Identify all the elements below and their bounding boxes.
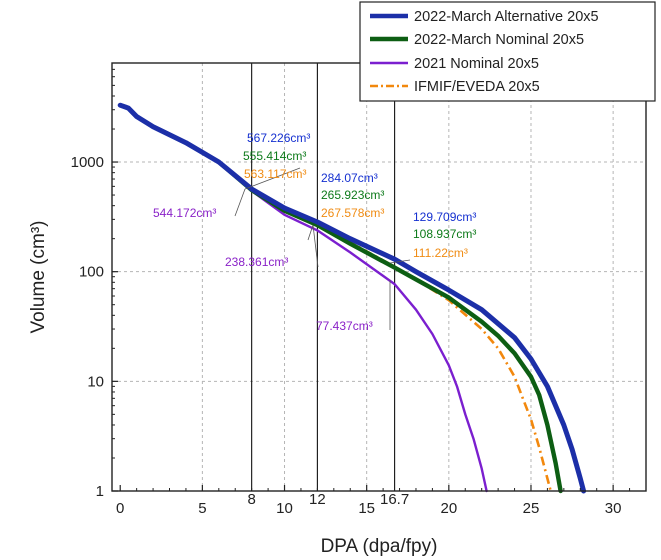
value-annotation: 111.22cm³ xyxy=(413,246,468,260)
x-tick-label: 25 xyxy=(523,500,540,517)
legend: 2022-March Alternative 20x5 2022-March No… xyxy=(359,1,656,102)
annotation-leader xyxy=(389,259,411,264)
value-annotation: 544.172cm³ xyxy=(153,206,216,220)
value-annotation: 129.709cm³ xyxy=(413,210,476,224)
x-marker-label: 16.7 xyxy=(380,491,409,508)
x-marker-label: 12 xyxy=(309,491,326,508)
y-tick-label: 1 xyxy=(96,483,104,500)
series-line xyxy=(117,102,587,494)
annotation-leader xyxy=(244,167,301,190)
x-tick-label: 30 xyxy=(605,500,622,517)
legend-box xyxy=(359,1,656,102)
annotation-leaders xyxy=(234,167,411,330)
value-annotation: 265.923cm³ xyxy=(321,188,384,202)
value-annotation: 555.414cm³ xyxy=(243,149,306,163)
annotation-leader xyxy=(234,188,246,217)
x-tick-label: 20 xyxy=(440,500,457,517)
series-line xyxy=(119,104,488,493)
y-tick-label: 10 xyxy=(87,373,104,390)
y-axis-title: Volume (cm³) xyxy=(28,221,49,334)
x-marker-label: 8 xyxy=(247,491,255,508)
annotation-leader xyxy=(312,224,319,268)
grid xyxy=(112,63,646,491)
series-line xyxy=(118,103,563,494)
legend-label: 2022-March Nominal 20x5 xyxy=(414,32,584,48)
value-annotation: 267.578cm³ xyxy=(321,206,384,220)
annotation-leader xyxy=(307,224,314,241)
legend-label: 2021 Nominal 20x5 xyxy=(414,56,539,72)
value-annotation: 108.937cm³ xyxy=(413,227,476,241)
value-annotation: 567.226cm³ xyxy=(247,131,310,145)
axis-ticks: 0 5 10 15 20 25 30 8 12 16.7 1 10 100 1000 xyxy=(71,62,631,517)
x-tick-label: 5 xyxy=(198,500,206,517)
legend-label: IFMIF/EVEDA 20x5 xyxy=(414,79,540,95)
value-annotation: 77.437cm³ xyxy=(316,319,373,333)
series-line xyxy=(119,103,552,492)
reference-lines xyxy=(251,63,396,491)
y-tick-label: 100 xyxy=(79,264,104,281)
legend-label: 2022-March Alternative 20x5 xyxy=(414,9,599,25)
x-axis-title: DPA (dpa/fpy) xyxy=(321,536,438,557)
value-annotation: 284.07cm³ xyxy=(321,171,378,185)
y-tick-label: 1000 xyxy=(71,154,104,171)
value-annotation: 563.117cm³ xyxy=(244,167,306,181)
series-lines xyxy=(117,102,587,494)
x-tick-label: 0 xyxy=(116,500,124,517)
x-tick-label: 10 xyxy=(276,500,293,517)
annotations: 567.226cm³ 555.414cm³ 563.117cm³ 544.172cm³… xyxy=(153,131,476,333)
x-tick-label: 15 xyxy=(358,500,375,517)
value-annotation: 238.361cm³ xyxy=(225,255,288,269)
